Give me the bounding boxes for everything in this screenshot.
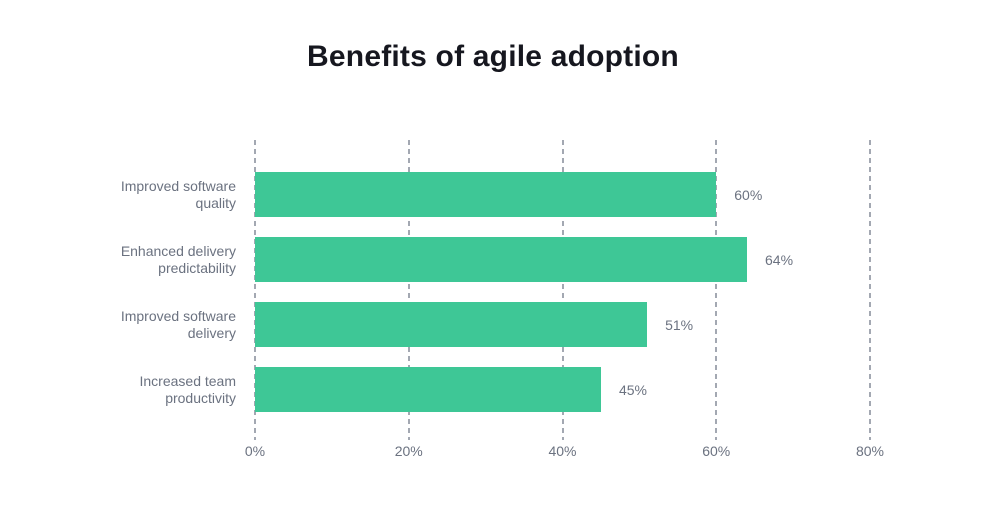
bar-increased-team-productivity [255,367,601,412]
bar-row: 64% [255,237,870,282]
category-cell: Improved software quality [0,172,236,217]
category-label: Improved software quality [120,178,236,211]
chart-title: Benefits of agile adoption [307,40,679,73]
category-label: Enhanced delivery predictability [120,243,236,276]
bar-value-label: 51% [665,316,694,333]
x-tick-label: 60% [702,443,731,459]
x-axis: 0% 20% 40% 60% 80% [245,443,884,463]
bar-row: 60% [255,172,870,217]
gridline-60pct [715,140,718,440]
bar-row: 45% [255,367,870,412]
bar-series: 60% 64% 51% 45% [255,140,870,440]
x-tick-label: 40% [548,443,577,459]
bar-value-label: 60% [734,186,763,203]
bar-improved-software-quality [255,172,717,217]
x-tick-label: 0% [244,443,266,459]
bar-row: 51% [255,302,870,347]
plot-area: 60% 64% 51% 45% [254,140,871,440]
category-label: Increased team productivity [139,373,237,406]
gridline-80pct [869,140,871,440]
bar-value-label: 64% [765,251,794,268]
x-tick-label: 80% [855,443,885,459]
bar-improved-software-delivery [255,302,648,347]
category-label: Improved software delivery [120,308,236,341]
bar-enhanced-delivery-predictability [255,237,747,282]
gridline-40pct [561,140,564,440]
category-axis: Improved software quality Enhanced deliv… [0,140,236,440]
category-cell: Enhanced delivery predictability [0,237,236,282]
bar-value-label: 45% [618,381,647,398]
gridline-20pct [407,140,410,440]
category-cell: Improved software delivery [0,302,236,347]
category-cell: Increased team productivity [0,367,237,412]
gridline-0pct [254,140,256,440]
x-tick-label: 20% [394,443,423,459]
